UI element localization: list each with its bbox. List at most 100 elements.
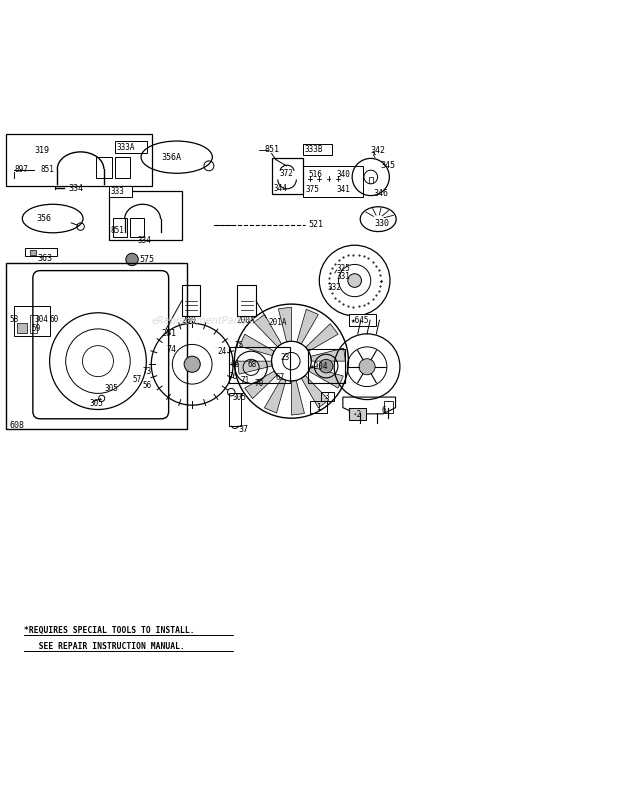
Bar xyxy=(349,408,366,420)
Bar xyxy=(6,263,187,429)
Polygon shape xyxy=(311,348,345,361)
Text: 521: 521 xyxy=(308,220,323,229)
Bar xyxy=(272,158,303,195)
Text: 851: 851 xyxy=(265,145,280,154)
Text: 6: 6 xyxy=(381,406,386,414)
Text: 201A: 201A xyxy=(268,318,287,326)
Bar xyxy=(321,392,334,401)
Bar xyxy=(30,314,37,333)
Text: 200A: 200A xyxy=(237,316,255,325)
Text: 516: 516 xyxy=(309,170,322,179)
Text: 340: 340 xyxy=(337,170,350,179)
Polygon shape xyxy=(291,381,304,415)
Polygon shape xyxy=(254,314,281,347)
Text: SEE REPAIR INSTRUCTION MANUAL.: SEE REPAIR INSTRUCTION MANUAL. xyxy=(24,642,184,652)
Bar xyxy=(384,401,393,413)
Text: 375: 375 xyxy=(305,185,319,194)
Text: 325: 325 xyxy=(337,264,350,273)
Polygon shape xyxy=(264,378,286,413)
Text: 344: 344 xyxy=(273,184,287,192)
Circle shape xyxy=(359,359,375,375)
Polygon shape xyxy=(301,375,329,408)
Text: 58: 58 xyxy=(10,315,19,324)
Text: 575: 575 xyxy=(140,255,154,264)
Text: 372: 372 xyxy=(279,169,293,178)
Text: 331: 331 xyxy=(337,272,350,281)
Text: 201: 201 xyxy=(161,329,176,338)
Bar xyxy=(6,134,152,186)
Polygon shape xyxy=(306,324,338,351)
Text: 346: 346 xyxy=(374,188,389,198)
Bar xyxy=(229,393,241,426)
Text: ⋆2: ⋆2 xyxy=(352,410,361,419)
Circle shape xyxy=(184,356,200,372)
Bar xyxy=(349,314,376,325)
Text: 334: 334 xyxy=(68,184,83,192)
Text: 332: 332 xyxy=(327,284,341,292)
Text: 3: 3 xyxy=(325,392,329,401)
Text: 74: 74 xyxy=(166,345,176,355)
Bar xyxy=(113,218,127,236)
Text: 1: 1 xyxy=(316,403,321,411)
Text: 59: 59 xyxy=(31,324,40,333)
Text: 334: 334 xyxy=(138,236,151,245)
Text: 851: 851 xyxy=(40,165,54,174)
Text: 305: 305 xyxy=(90,400,104,408)
Text: 341: 341 xyxy=(337,185,350,194)
Text: 333A: 333A xyxy=(117,143,135,152)
Polygon shape xyxy=(245,371,277,399)
Text: 851: 851 xyxy=(110,226,124,236)
Text: 608: 608 xyxy=(10,421,25,429)
Bar xyxy=(308,349,345,383)
Text: 897: 897 xyxy=(14,165,28,174)
Text: 319: 319 xyxy=(34,146,49,154)
Text: 304: 304 xyxy=(34,315,48,324)
Text: 57: 57 xyxy=(132,375,141,385)
Polygon shape xyxy=(239,334,274,355)
Circle shape xyxy=(319,359,333,373)
Text: 305: 305 xyxy=(104,384,118,393)
Text: 333: 333 xyxy=(110,188,124,196)
Bar xyxy=(130,218,144,236)
Bar xyxy=(14,306,50,336)
Text: 345: 345 xyxy=(380,161,395,169)
Text: 356A: 356A xyxy=(161,153,181,162)
Circle shape xyxy=(283,352,300,370)
Circle shape xyxy=(348,273,361,288)
Bar xyxy=(115,141,147,154)
Text: 67: 67 xyxy=(276,373,285,381)
Bar xyxy=(30,250,36,255)
Polygon shape xyxy=(309,366,343,388)
Polygon shape xyxy=(237,361,272,374)
Bar xyxy=(237,285,256,316)
Bar xyxy=(303,165,363,197)
Bar xyxy=(108,191,182,240)
Circle shape xyxy=(126,253,138,266)
Text: eReplacementParts.com: eReplacementParts.com xyxy=(151,316,270,326)
Text: 75: 75 xyxy=(234,341,244,350)
Bar xyxy=(310,401,327,413)
Bar xyxy=(25,248,57,256)
Bar xyxy=(229,348,290,383)
Bar xyxy=(182,285,200,316)
Text: 200: 200 xyxy=(182,316,197,325)
Text: 73: 73 xyxy=(143,366,152,376)
Text: 305: 305 xyxy=(232,392,246,402)
Text: 70: 70 xyxy=(254,379,264,388)
Text: 76: 76 xyxy=(228,371,237,381)
Text: 330: 330 xyxy=(374,219,389,228)
Text: 37: 37 xyxy=(239,425,249,434)
Bar xyxy=(303,143,332,154)
Text: ★904: ★904 xyxy=(310,362,329,371)
Bar xyxy=(115,157,130,178)
Text: 363: 363 xyxy=(37,255,52,263)
Polygon shape xyxy=(278,307,291,342)
Text: 68: 68 xyxy=(248,360,257,370)
Text: 66: 66 xyxy=(231,360,240,370)
Bar xyxy=(369,177,373,183)
Text: 333B: 333B xyxy=(304,145,323,154)
Text: 71: 71 xyxy=(241,377,250,385)
Polygon shape xyxy=(297,309,319,344)
Text: 23: 23 xyxy=(280,353,290,362)
Text: 60: 60 xyxy=(50,315,59,324)
